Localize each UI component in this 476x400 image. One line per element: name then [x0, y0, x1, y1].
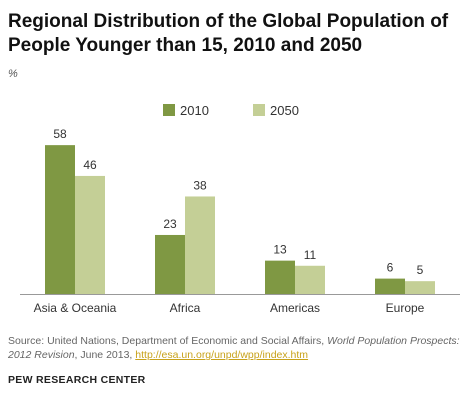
legend-label: 2050	[270, 103, 299, 118]
source-prefix: Source: United Nations, Department of Ec…	[8, 335, 328, 347]
source-link[interactable]: http://esa.un.org/unpd/wpp/index.htm	[135, 349, 309, 361]
bar-chart: 2010 2050 58 46 23 38 13 11 6 5 Asia & Oceania Af…	[20, 103, 460, 315]
bar	[45, 145, 75, 294]
category-labels: Asia & Oceania Africa Americas Europe	[34, 301, 425, 315]
category-label: Europe	[386, 301, 425, 315]
legend-label: 2010	[180, 103, 209, 118]
unit-label: %	[8, 68, 18, 80]
data-label: 58	[53, 127, 67, 141]
data-label: 13	[273, 243, 287, 257]
category-label: Asia & Oceania	[34, 301, 117, 315]
source-note: Source: United Nations, Department of Ec…	[8, 334, 470, 362]
data-label: 5	[417, 263, 424, 277]
legend-swatch	[253, 104, 265, 116]
legend: 2010 2050	[163, 103, 299, 118]
data-label: 46	[83, 158, 97, 172]
legend-swatch	[163, 104, 175, 116]
bar	[185, 196, 215, 294]
bar	[265, 260, 295, 294]
bars: 58 46 23 38 13 11 6 5	[45, 127, 435, 294]
bar	[405, 281, 435, 294]
data-label: 38	[193, 178, 207, 192]
category-label: Africa	[170, 301, 201, 315]
bar	[295, 265, 325, 294]
data-label: 11	[304, 248, 317, 262]
data-label: 6	[387, 261, 394, 275]
organization-name: PEW RESEARCH CENTER	[8, 374, 146, 386]
data-label: 23	[163, 217, 177, 231]
source-publication: World Population Prospects: 2012 Revisio…	[8, 335, 460, 361]
bar	[75, 175, 105, 294]
source-mid: , June 2013,	[74, 349, 136, 361]
chart-title: Regional Distribution of the Global Popu…	[8, 11, 449, 56]
bar	[155, 234, 185, 294]
bar	[375, 278, 405, 294]
category-label: Americas	[270, 301, 320, 315]
